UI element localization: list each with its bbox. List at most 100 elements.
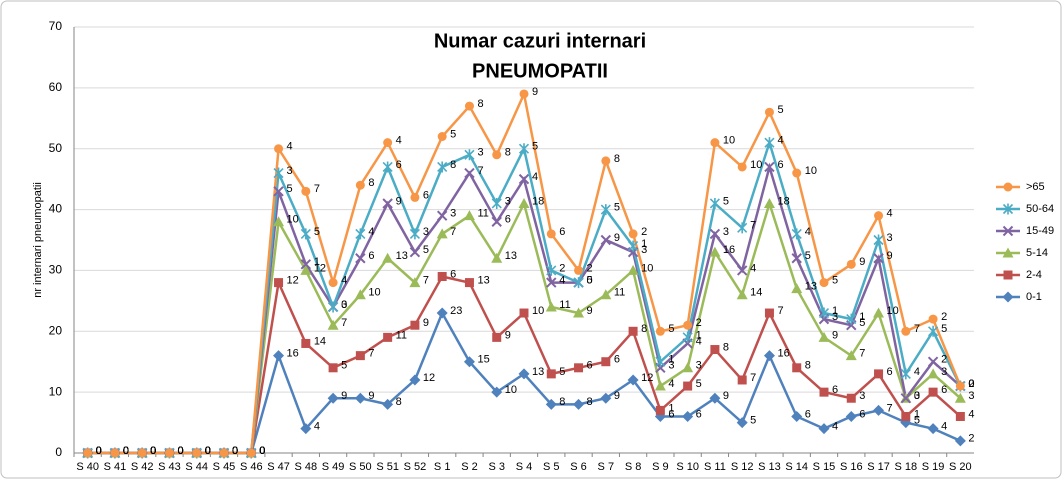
data-label: 1 bbox=[914, 408, 920, 420]
marker bbox=[818, 331, 830, 342]
marker bbox=[1002, 203, 1014, 215]
data-label: 0 bbox=[259, 445, 265, 457]
marker bbox=[627, 264, 639, 275]
marker bbox=[1003, 270, 1013, 280]
data-label: 9 bbox=[723, 390, 729, 402]
marker bbox=[737, 375, 747, 385]
marker bbox=[110, 448, 120, 458]
data-label: 3 bbox=[668, 360, 674, 372]
data-label: 5 bbox=[287, 183, 293, 195]
marker bbox=[192, 448, 202, 458]
x-tick-label: S 40 bbox=[76, 461, 99, 473]
marker bbox=[846, 313, 857, 325]
data-label: 2 bbox=[696, 317, 702, 329]
data-label: 0 bbox=[232, 445, 238, 457]
marker bbox=[873, 253, 884, 264]
data-label: 4 bbox=[750, 262, 756, 274]
marker bbox=[545, 398, 557, 410]
marker bbox=[409, 228, 420, 240]
marker bbox=[819, 278, 829, 288]
marker bbox=[573, 277, 584, 289]
marker bbox=[518, 143, 530, 155]
data-label: 6 bbox=[368, 250, 374, 262]
data-label: 6 bbox=[887, 366, 893, 378]
marker bbox=[819, 387, 829, 397]
data-label: 0 bbox=[232, 445, 238, 457]
data-label: 4 bbox=[832, 421, 838, 433]
data-label: 5 bbox=[587, 275, 593, 287]
marker bbox=[763, 350, 775, 362]
marker bbox=[164, 448, 174, 458]
marker bbox=[273, 350, 285, 362]
data-label: 9 bbox=[396, 195, 402, 207]
data-label: 4 bbox=[968, 408, 974, 420]
marker bbox=[682, 331, 693, 343]
data-label: 3 bbox=[723, 226, 729, 238]
legend-label: 50-64 bbox=[1026, 203, 1054, 215]
data-label: 2 bbox=[587, 262, 593, 274]
data-label: 0 bbox=[259, 445, 265, 457]
data-label: 3 bbox=[859, 390, 865, 402]
data-label: 0 bbox=[341, 299, 347, 311]
data-label: 1 bbox=[859, 311, 865, 323]
data-label: 0 bbox=[96, 445, 102, 457]
data-label: 3 bbox=[423, 226, 429, 238]
data-label: 3 bbox=[505, 195, 511, 207]
marker bbox=[791, 283, 803, 294]
data-label: 0 bbox=[205, 445, 211, 457]
x-tick-label: S 13 bbox=[758, 461, 781, 473]
marker bbox=[846, 259, 856, 269]
x-tick-label: S 51 bbox=[376, 461, 399, 473]
y-tick-label: 10 bbox=[49, 384, 63, 398]
x-tick-label: S 12 bbox=[731, 461, 754, 473]
marker bbox=[464, 101, 474, 111]
legend-label: 0-1 bbox=[1026, 291, 1042, 303]
data-label: 8 bbox=[587, 396, 593, 408]
data-label: 16 bbox=[777, 348, 789, 360]
data-label: 0 bbox=[177, 445, 183, 457]
data-label: 18 bbox=[532, 195, 544, 207]
data-label: 6 bbox=[614, 354, 620, 366]
marker bbox=[355, 351, 365, 361]
data-label: 0 bbox=[177, 445, 183, 457]
data-label: 8 bbox=[559, 396, 565, 408]
marker bbox=[546, 277, 557, 288]
data-label: 3 bbox=[287, 165, 293, 177]
data-label: 13 bbox=[505, 250, 517, 262]
data-label: 0 bbox=[96, 445, 102, 457]
marker bbox=[791, 410, 803, 422]
x-tick-label: S 46 bbox=[240, 461, 263, 473]
data-label: 0 bbox=[150, 445, 156, 457]
marker bbox=[627, 374, 639, 386]
data-label: 0 bbox=[123, 445, 129, 457]
data-label: 8 bbox=[805, 360, 811, 372]
marker bbox=[709, 197, 720, 209]
marker bbox=[792, 168, 802, 178]
data-label: 2 bbox=[968, 378, 974, 390]
data-label: 6 bbox=[450, 268, 456, 280]
data-label: 0 bbox=[150, 445, 156, 457]
marker bbox=[574, 363, 584, 373]
marker bbox=[845, 410, 857, 422]
data-label: 2 bbox=[941, 311, 947, 323]
marker bbox=[491, 386, 503, 398]
data-label: 9 bbox=[532, 86, 538, 98]
marker bbox=[273, 216, 285, 227]
data-label: 6 bbox=[396, 159, 402, 171]
marker bbox=[355, 228, 366, 240]
data-label: 5 bbox=[668, 323, 674, 335]
marker bbox=[874, 369, 884, 379]
marker bbox=[928, 387, 938, 397]
data-label: 13 bbox=[396, 250, 408, 262]
data-label: 0 bbox=[123, 445, 129, 457]
data-label: 8 bbox=[368, 177, 374, 189]
data-label: 0 bbox=[177, 445, 183, 457]
data-label: 13 bbox=[532, 366, 544, 378]
marker bbox=[655, 326, 665, 336]
marker bbox=[873, 404, 885, 416]
marker bbox=[410, 192, 420, 202]
data-label: 16 bbox=[287, 348, 299, 360]
data-label: 11 bbox=[559, 299, 570, 311]
marker bbox=[355, 180, 365, 190]
marker bbox=[492, 332, 502, 342]
